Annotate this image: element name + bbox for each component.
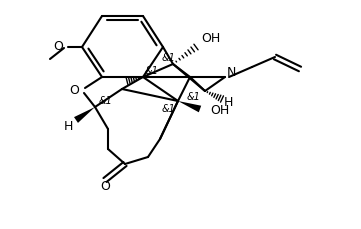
Text: O: O <box>53 39 63 52</box>
Text: &1: &1 <box>144 66 158 76</box>
Text: &1: &1 <box>161 53 175 63</box>
Text: H: H <box>223 96 233 109</box>
Polygon shape <box>178 101 201 112</box>
Text: OH: OH <box>201 33 220 46</box>
Text: &1: &1 <box>186 92 200 102</box>
Text: O: O <box>100 180 110 193</box>
Text: OH: OH <box>210 104 229 117</box>
Text: H: H <box>63 120 73 133</box>
Text: &1: &1 <box>98 96 112 106</box>
Text: O: O <box>69 85 79 98</box>
Text: &1: &1 <box>161 104 175 114</box>
Text: N: N <box>227 66 236 79</box>
Polygon shape <box>74 107 95 123</box>
